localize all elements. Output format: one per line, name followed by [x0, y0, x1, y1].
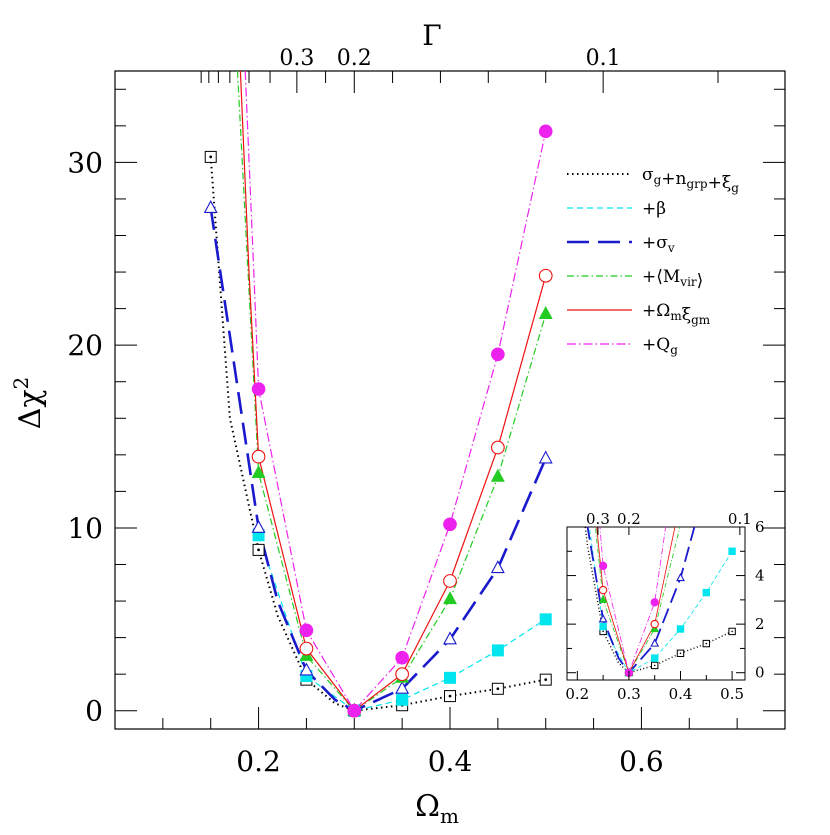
data-point — [251, 519, 266, 533]
data-point — [538, 268, 553, 283]
inset-x-tick-label: 0.2 — [565, 685, 589, 703]
data-point — [538, 124, 553, 139]
data-point — [299, 641, 314, 656]
data-point — [299, 623, 314, 638]
inset-x-tick-label: 0.3 — [617, 685, 641, 703]
data-point — [650, 598, 659, 607]
series-line — [244, 71, 547, 712]
data-point — [490, 440, 505, 455]
inset-y-tick-label: 2 — [755, 615, 765, 633]
top-axis-label: Γ — [422, 19, 441, 52]
series-6-points — [598, 561, 659, 677]
data-point-dot — [448, 694, 452, 698]
data-point — [251, 382, 266, 396]
data-point — [395, 667, 410, 682]
data-point — [599, 622, 607, 631]
series-3 — [209, 207, 547, 712]
legend-label: +⟨Mvir⟩ — [642, 267, 703, 291]
y-tick-label: 20 — [67, 329, 103, 362]
legend-label: +Qg — [642, 335, 678, 357]
data-point — [443, 591, 457, 605]
legend-label: +Ωmξgm — [642, 301, 711, 327]
y-tick-label: 30 — [67, 146, 103, 179]
data-point — [728, 547, 736, 555]
legend: σg+ngrp+ξg +β +σv +⟨Mvir⟩ +Ωmξgm +Qg — [567, 165, 739, 357]
legend-label: σg+ngrp+ξg — [642, 165, 739, 195]
data-point — [491, 347, 505, 362]
x-tick-label: 0.4 — [428, 745, 473, 778]
data-point — [651, 654, 659, 662]
data-point — [676, 572, 685, 582]
data-point — [443, 517, 457, 532]
data-point — [598, 585, 608, 595]
series-6 — [244, 71, 547, 712]
series-2-points — [252, 529, 552, 717]
legend-label: +σv — [642, 233, 675, 255]
inset-plot: 0.2 0.3 0.4 0.5 0 2 4 6 0.3 0.2 0.1 — [565, 510, 765, 703]
inset-gamma-tick-label: 0.1 — [728, 510, 752, 528]
data-point — [676, 625, 685, 633]
data-point — [395, 680, 410, 694]
series-line — [236, 71, 547, 712]
y-tick-label: 10 — [67, 512, 103, 545]
data-point — [491, 644, 504, 657]
data-point-dot — [209, 155, 213, 159]
series-4 — [236, 71, 547, 712]
data-point-dot — [602, 630, 604, 633]
data-point — [251, 465, 266, 479]
gamma-tick-label: 0.2 — [337, 46, 372, 71]
data-point — [538, 450, 553, 464]
series-1 — [209, 156, 546, 712]
inset-x-tick-label: 0.5 — [720, 685, 744, 703]
data-point — [203, 200, 218, 214]
data-point-dot — [496, 687, 500, 691]
data-point-dot — [653, 664, 656, 667]
x-axis-label: Ωm — [415, 789, 459, 828]
series-line — [209, 156, 546, 712]
data-point — [490, 468, 505, 482]
data-point — [251, 449, 266, 464]
inset-y-tick-label: 4 — [755, 567, 765, 585]
y-tick-label: 0 — [85, 695, 103, 728]
data-point-dot — [731, 630, 733, 633]
data-point-dot — [257, 548, 260, 552]
inset-y-tick-label: 0 — [755, 664, 765, 682]
inset-x-tick-label: 0.4 — [669, 685, 693, 703]
gamma-tick-label: 0.1 — [586, 46, 621, 71]
inset-gamma-tick-label: 0.3 — [586, 510, 610, 528]
data-point — [299, 662, 314, 676]
data-point-dot — [679, 652, 682, 655]
data-point — [395, 650, 409, 665]
data-point-dot — [544, 678, 548, 682]
data-point — [598, 561, 608, 571]
series-line — [209, 207, 547, 712]
y-axis-label: Δχ2 — [9, 377, 48, 430]
data-point-dot — [705, 642, 708, 645]
data-point — [598, 594, 608, 603]
legend-label: +β — [642, 199, 666, 219]
data-point — [347, 703, 362, 718]
series-6-points — [251, 124, 553, 718]
data-point — [539, 613, 552, 626]
series-3 — [586, 527, 696, 674]
gamma-tick-label: 0.3 — [279, 46, 314, 71]
inset-y-tick-label: 6 — [755, 518, 765, 536]
x-tick-label: 0.6 — [619, 745, 664, 778]
x-tick-label: 0.2 — [236, 745, 281, 778]
data-point — [598, 614, 608, 623]
inset-gamma-tick-label: 0.2 — [617, 510, 641, 528]
data-point — [443, 631, 457, 645]
data-point — [702, 588, 711, 597]
data-point — [396, 693, 409, 706]
data-point — [650, 619, 659, 629]
series-line — [586, 527, 696, 674]
data-point — [650, 638, 660, 647]
data-point — [444, 671, 456, 684]
data-point — [538, 306, 553, 320]
data-point — [490, 560, 505, 574]
series-layer — [203, 71, 553, 718]
data-point — [443, 574, 457, 588]
